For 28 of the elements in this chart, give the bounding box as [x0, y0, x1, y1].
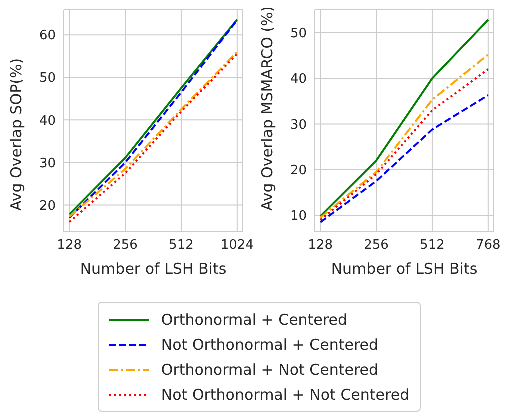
y-tick-label: 10: [290, 209, 307, 224]
y-tick-label: 40: [39, 114, 56, 129]
y-tick-label: 30: [290, 118, 307, 133]
x-axis-title: Number of LSH Bits: [331, 260, 478, 278]
x-tick-label: 256: [364, 238, 389, 254]
x-tick-label: 128: [308, 238, 334, 254]
y-tick-label: 30: [39, 156, 56, 172]
y-tick-label: 50: [39, 71, 56, 86]
x-tick-label: 512: [420, 238, 445, 254]
x-tick-label: 512: [169, 238, 194, 254]
y-axis-title: Avg Overlap SOP(%): [7, 58, 26, 211]
y-tick-label: 20: [39, 198, 56, 214]
x-tick-label: 768: [476, 238, 501, 254]
legend-label: Orthonormal + Not Centered: [161, 360, 379, 378]
y-tick-label: 40: [290, 72, 307, 88]
y-tick-label: 50: [290, 26, 307, 42]
x-tick-label: 256: [113, 238, 138, 254]
legend-label: Not Orthonormal + Not Centered: [161, 386, 410, 404]
x-tick-label: 128: [57, 238, 82, 254]
line-series: [320, 19, 490, 218]
y-tick-label: 20: [290, 163, 307, 178]
y-tick-label: 60: [39, 28, 56, 44]
line-series: [320, 94, 490, 224]
x-tick-label: 1024: [220, 238, 254, 254]
y-axis-title: Avg Overlap MSMARCO (%): [258, 6, 276, 211]
legend-label: Not Orthonormal + Centered: [161, 336, 379, 354]
legend-label: Orthonormal + Centered: [161, 310, 348, 328]
x-axis-title: Number of LSH Bits: [80, 260, 227, 278]
